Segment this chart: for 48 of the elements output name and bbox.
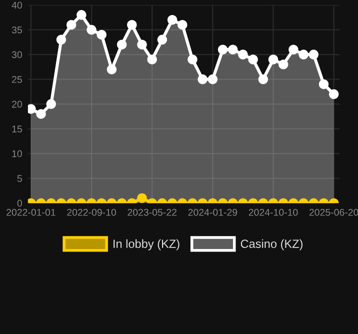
x-tick-label: 2023-05-22 — [128, 208, 176, 216]
point — [46, 99, 56, 109]
point — [288, 44, 298, 54]
point — [127, 20, 137, 30]
point — [318, 79, 329, 90]
x-tick-label: 2022-09-10 — [67, 208, 116, 216]
point — [178, 20, 188, 30]
y-tick-label: 40 — [12, 2, 22, 9]
y-tick-label: 10 — [12, 150, 22, 158]
point — [86, 24, 96, 35]
legend-label: Casino (KZ) — [240, 239, 303, 250]
point — [248, 54, 258, 64]
point — [157, 34, 168, 45]
point — [188, 54, 198, 64]
x-tick-label: 2025-06-20 — [309, 208, 358, 216]
point — [208, 74, 218, 84]
point — [36, 109, 46, 119]
point — [308, 50, 318, 60]
y-tick-label: 35 — [12, 26, 22, 34]
point — [268, 54, 278, 64]
point — [76, 10, 86, 20]
y-tick-label: 5 — [17, 175, 22, 182]
x-tick-label: 2024-10-10 — [248, 208, 298, 216]
point — [218, 44, 228, 54]
point — [298, 50, 308, 60]
y-tick-label: 15 — [12, 126, 22, 132]
point — [28, 104, 36, 114]
point — [167, 15, 178, 25]
point — [66, 20, 76, 30]
point — [116, 40, 127, 50]
point — [137, 40, 147, 50]
point — [278, 60, 288, 70]
point — [228, 44, 238, 54]
x-tick-label: 2024-01-29 — [188, 208, 238, 216]
point — [106, 64, 117, 74]
point — [328, 89, 339, 99]
point — [258, 74, 268, 84]
point — [238, 50, 248, 60]
point — [198, 74, 208, 84]
x-tick-label: 2022-01-01 — [6, 208, 56, 216]
y-tick-label: 30 — [12, 51, 22, 58]
point — [96, 30, 106, 40]
point — [147, 54, 157, 64]
y-tick-label: 0 — [17, 200, 22, 207]
y-tick-label: 20 — [12, 100, 22, 108]
y-tick-label: 25 — [12, 76, 22, 83]
legend-label: In lobby (KZ) — [114, 239, 180, 250]
point — [56, 34, 66, 45]
